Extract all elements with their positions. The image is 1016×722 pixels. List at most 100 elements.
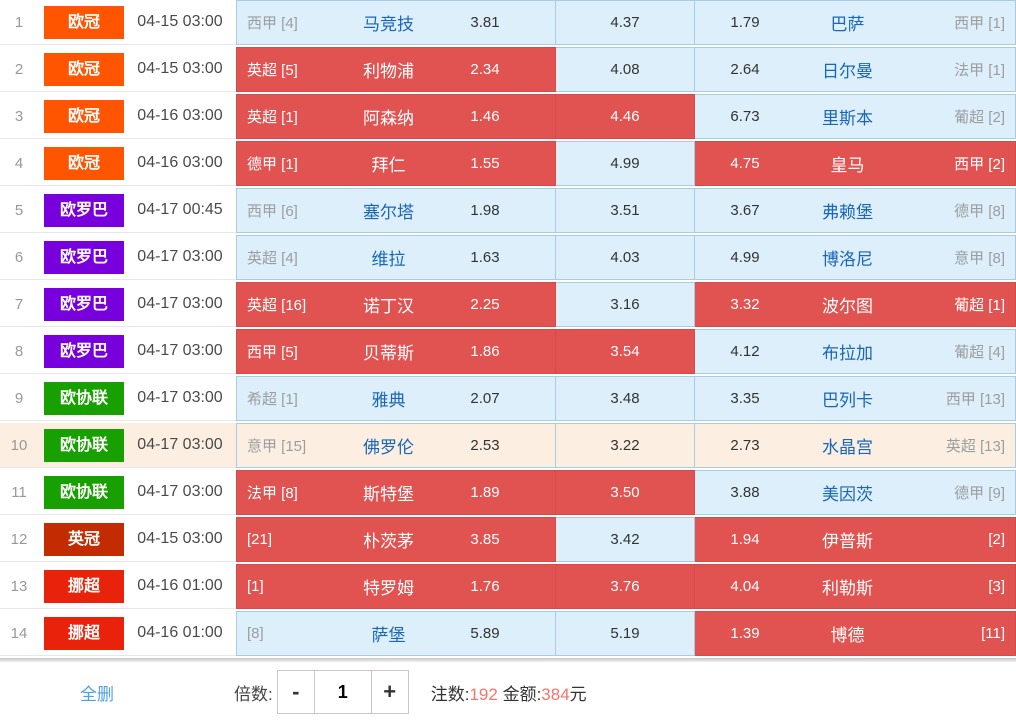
match-row: 3 欧冠 04-16 03:00 英超 [1] 阿森纳 1.46 4.46 6.…: [0, 94, 1016, 139]
home-bet-cell[interactable]: 英超 [5] 利物浦 2.34: [236, 47, 556, 92]
home-team-name: 维拉: [371, 250, 406, 269]
match-row: 14 挪超 04-16 01:00 [8] 萨堡 5.89 5.19 1.39 …: [0, 611, 1016, 656]
away-bet-cell[interactable]: 3.67 弗赖堡 德甲 [8]: [695, 188, 1016, 233]
league-badge: 欧协联: [44, 428, 124, 462]
away-bet-cell[interactable]: 4.04 利勒斯 [3]: [695, 564, 1016, 609]
away-odds: 3.67: [730, 202, 760, 219]
draw-bet-cell[interactable]: 3.48: [556, 376, 695, 421]
league-badge: 欧冠: [44, 5, 124, 39]
match-number: 6: [14, 248, 24, 266]
draw-bet-cell[interactable]: 3.51: [556, 188, 695, 233]
away-team-name: 巴萨: [830, 15, 865, 34]
home-bet-cell[interactable]: 西甲 [6] 塞尔塔 1.98: [236, 188, 556, 233]
match-row: 8 欧罗巴 04-17 03:00 西甲 [5] 贝蒂斯 1.86 3.54 4…: [0, 329, 1016, 374]
home-bet-cell[interactable]: 英超 [4] 维拉 1.63: [236, 235, 556, 280]
league-badge: 欧罗巴: [44, 334, 124, 368]
away-bet-cell[interactable]: 4.99 博洛尼 意甲 [8]: [695, 235, 1016, 280]
away-odds: 3.32: [730, 296, 760, 313]
home-team-name: 贝蒂斯: [363, 344, 414, 363]
draw-bet-cell[interactable]: 3.16: [556, 282, 695, 327]
draw-bet-cell[interactable]: 3.54: [556, 329, 695, 374]
multiplier-label: 倍数:: [234, 684, 273, 704]
match-row: 12 英冠 04-15 03:00 [21] 朴茨茅 3.85 3.42 1.9…: [0, 517, 1016, 562]
away-bet-cell[interactable]: 4.75 皇马 西甲 [2]: [695, 141, 1016, 186]
away-team-name: 巴列卡: [822, 391, 873, 410]
match-time: 04-17 03:00: [137, 342, 223, 359]
away-bet-cell[interactable]: 2.64 日尔曼 法甲 [1]: [695, 47, 1016, 92]
league-badge: 英冠: [44, 522, 124, 556]
match-number: 7: [14, 295, 24, 313]
home-bet-cell[interactable]: [1] 特罗姆 1.76: [236, 564, 556, 609]
away-team-name: 伊普斯: [822, 532, 873, 551]
away-odds: 4.04: [730, 578, 760, 595]
home-rank: [21]: [247, 531, 273, 548]
away-bet-cell[interactable]: 4.12 布拉加 葡超 [4]: [695, 329, 1016, 374]
match-time: 04-15 03:00: [137, 530, 223, 547]
away-rank: 法甲 [1]: [954, 62, 1005, 79]
home-odds: 1.98: [470, 202, 500, 219]
draw-bet-cell[interactable]: 3.22: [556, 423, 695, 468]
delete-all-link[interactable]: 全删: [80, 684, 114, 704]
away-team-name: 皇马: [830, 156, 865, 175]
away-rank: 意甲 [8]: [954, 250, 1005, 267]
away-rank: 葡超 [1]: [954, 297, 1005, 314]
match-info: 8 欧罗巴 04-17 03:00: [0, 329, 236, 374]
match-number: 1: [14, 13, 24, 31]
home-bet-cell[interactable]: 法甲 [8] 斯特堡 1.89: [236, 470, 556, 515]
away-rank: 葡超 [4]: [954, 344, 1005, 361]
home-bet-cell[interactable]: [21] 朴茨茅 3.85: [236, 517, 556, 562]
away-team-name: 博洛尼: [822, 250, 873, 269]
match-time: 04-15 03:00: [137, 60, 223, 77]
match-time: 04-16 03:00: [137, 154, 223, 171]
match-number: 14: [10, 624, 28, 642]
home-bet-cell[interactable]: 西甲 [4] 马竞技 3.81: [236, 0, 556, 45]
increase-button[interactable]: +: [370, 670, 409, 714]
home-odds: 1.86: [470, 343, 500, 360]
home-bet-cell[interactable]: [8] 萨堡 5.89: [236, 611, 556, 656]
draw-bet-cell[interactable]: 4.46: [556, 94, 695, 139]
home-odds: 2.53: [470, 437, 500, 454]
draw-bet-cell[interactable]: 5.19: [556, 611, 695, 656]
away-bet-cell[interactable]: 1.79 巴萨 西甲 [1]: [695, 0, 1016, 45]
match-row: 11 欧协联 04-17 03:00 法甲 [8] 斯特堡 1.89 3.50 …: [0, 470, 1016, 515]
league-badge: 挪超: [44, 569, 124, 603]
draw-bet-cell[interactable]: 4.37: [556, 0, 695, 45]
away-bet-cell[interactable]: 3.88 美因茨 德甲 [9]: [695, 470, 1016, 515]
draw-odds: 4.03: [610, 249, 640, 266]
home-bet-cell[interactable]: 意甲 [15] 佛罗伦 2.53: [236, 423, 556, 468]
away-odds: 4.75: [730, 155, 760, 172]
match-number: 3: [14, 107, 24, 125]
home-rank: 意甲 [15]: [247, 438, 307, 455]
away-bet-cell[interactable]: 2.73 水晶宫 英超 [13]: [695, 423, 1016, 468]
match-number: 11: [11, 483, 27, 501]
away-bet-cell[interactable]: 1.94 伊普斯 [2]: [695, 517, 1016, 562]
home-team-name: 佛罗伦: [363, 438, 414, 457]
match-time: 04-17 03:00: [137, 389, 223, 406]
decrease-button[interactable]: -: [276, 670, 315, 714]
league-badge: 欧冠: [44, 52, 124, 86]
away-bet-cell[interactable]: 6.73 里斯本 葡超 [2]: [695, 94, 1016, 139]
home-team-name: 诺丁汉: [363, 297, 414, 316]
draw-bet-cell[interactable]: 3.76: [556, 564, 695, 609]
home-team-name: 阿森纳: [363, 109, 414, 128]
draw-bet-cell[interactable]: 4.99: [556, 141, 695, 186]
home-bet-cell[interactable]: 英超 [16] 诺丁汉 2.25: [236, 282, 556, 327]
draw-bet-cell[interactable]: 3.50: [556, 470, 695, 515]
draw-bet-cell[interactable]: 4.03: [556, 235, 695, 280]
home-bet-cell[interactable]: 英超 [1] 阿森纳 1.46: [236, 94, 556, 139]
away-bet-cell[interactable]: 3.32 波尔图 葡超 [1]: [695, 282, 1016, 327]
away-bet-cell[interactable]: 3.35 巴列卡 西甲 [13]: [695, 376, 1016, 421]
draw-odds: 3.51: [610, 202, 640, 219]
away-rank: [3]: [988, 578, 1005, 595]
home-bet-cell[interactable]: 德甲 [1] 拜仁 1.55: [236, 141, 556, 186]
match-time: 04-17 00:45: [137, 201, 223, 218]
home-bet-cell[interactable]: 西甲 [5] 贝蒂斯 1.86: [236, 329, 556, 374]
away-bet-cell[interactable]: 1.39 博德 [11]: [695, 611, 1016, 656]
draw-bet-cell[interactable]: 4.08: [556, 47, 695, 92]
draw-bet-cell[interactable]: 3.42: [556, 517, 695, 562]
away-rank: [11]: [981, 625, 1005, 642]
league-badge: 挪超: [44, 616, 124, 650]
home-bet-cell[interactable]: 希超 [1] 雅典 2.07: [236, 376, 556, 421]
home-rank: 法甲 [8]: [247, 485, 298, 502]
multiplier-value[interactable]: 1: [314, 670, 371, 714]
